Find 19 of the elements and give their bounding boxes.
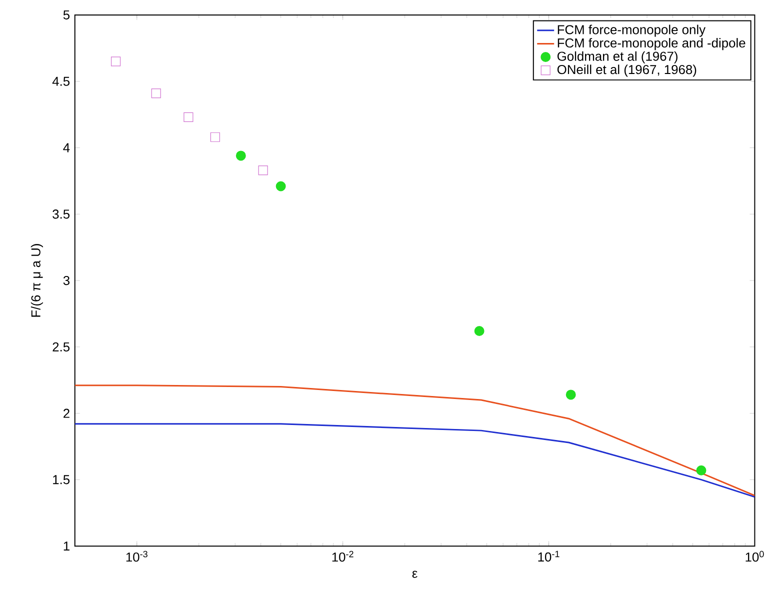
y-tick-label: 4.5 [52,76,70,86]
y-tick-label: 2.5 [52,342,70,352]
y-tick-label: 2 [64,408,70,418]
x-tick-label: 10$^{-2}$ [332,550,354,562]
y-tick-label: 3 [63,276,70,286]
y-tick-label: 1 [64,542,70,551]
x-tick-label: 10$^{0}$ [746,550,764,562]
x-axis-title: ε [412,570,418,578]
y-tick-label: 3.5 [52,210,70,219]
y-tick-label: 1.5 [53,475,70,484]
y-tick-label: 5 [63,10,70,20]
legend-label: ONeill et al (1967, 1968) [557,64,696,77]
x-tick-label: 10$^{-3}$ [126,550,148,562]
legend-label: Goldman et al (1967) [557,51,678,64]
legend-label: FCM force-monopole and -dipole [558,38,746,50]
y-tick-label: 4 [63,143,70,152]
y-axis-title: F/(6 π μ a U) [30,244,43,317]
legend-label: FCM force-monopole only [558,24,706,37]
x-tick-label: 10$^{-1}$ [538,550,560,562]
